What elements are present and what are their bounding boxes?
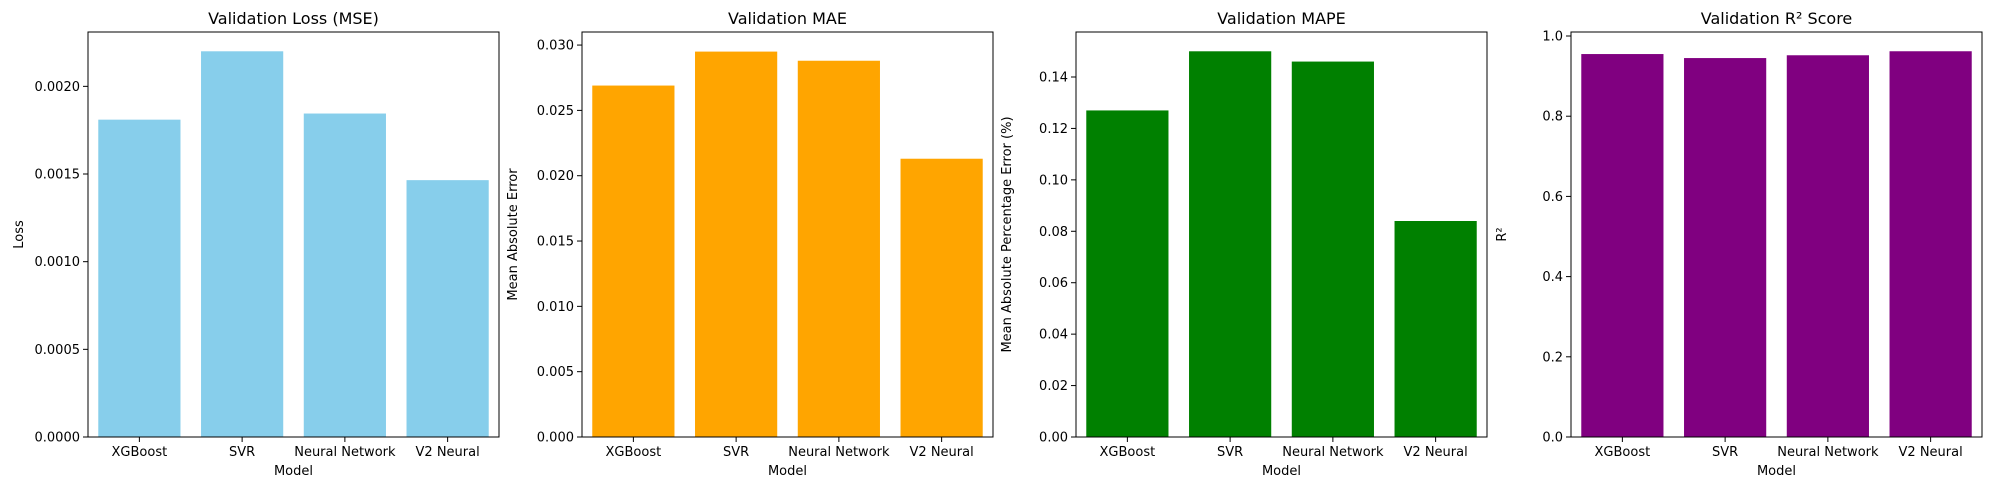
y-tick-label: 0.030 [537, 39, 574, 54]
chart-title: Validation R² Score [1701, 9, 1853, 28]
y-tick-label: 0.010 [537, 300, 574, 315]
y-tick-label: 0.0 [1542, 431, 1563, 446]
bar-svr [1684, 58, 1767, 438]
x-tick-label: XGBoost [1595, 445, 1651, 460]
x-tick-label: Neural Network [788, 445, 890, 460]
x-axis-label: Model [274, 464, 313, 479]
bar-neural-network [1291, 61, 1374, 437]
chart-panel-2: 0.000 0.005 0.010 0.015 0.020 0.025 0.030 XGBoo… [506, 9, 994, 479]
chart-title: Validation MAE [728, 9, 847, 28]
chart-panel-4: 0.0 0.2 0.4 0.6 0.8 1.0 XGBoost SVR Neural Netwo… [1495, 9, 1983, 479]
axes-frame [1075, 31, 1488, 438]
chart-title: Validation MAPE [1217, 9, 1346, 28]
x-tick-label: V2 Neural [1404, 445, 1468, 460]
chart-title: Validation Loss (MSE) [208, 9, 379, 28]
y-axis-label: Loss [12, 220, 27, 249]
x-tick-label: V2 Neural [1899, 445, 1963, 460]
chart-panel-1: 0.0000 0.0005 0.0010 0.0015 0.0020 XGBoost SVR… [12, 9, 500, 479]
bar-neural-network [303, 113, 386, 437]
x-tick-label: SVR [229, 445, 255, 460]
x-tick-label: Neural Network [1777, 445, 1879, 460]
x-tick-label: SVR [723, 445, 749, 460]
y-tick-label: 0.14 [1039, 71, 1068, 86]
y-tick-label: 0.04 [1039, 328, 1068, 343]
bar-svr [1189, 51, 1272, 437]
bar-v2-neural [1394, 221, 1477, 437]
x-axis-label: Model [1262, 464, 1301, 479]
bar-neural-network [797, 60, 880, 438]
x-tick-label: Neural Network [294, 445, 396, 460]
bar-svr [201, 51, 284, 437]
y-tick-label: 0.00 [1039, 431, 1068, 446]
y-tick-label: 0.0005 [35, 343, 81, 358]
axes-frame [1570, 31, 1983, 438]
y-tick-label: 0.0020 [35, 80, 81, 95]
x-tick-label: SVR [1712, 445, 1738, 460]
y-axis-label: Mean Absolute Error [506, 168, 521, 301]
chart-panel-3: 0.00 0.02 0.04 0.06 0.08 0.10 0.12 0.14 XGBoost S… [1000, 9, 1488, 479]
axes-frame [581, 31, 994, 438]
bar-v2-neural [1889, 51, 1972, 437]
y-tick-label: 0.10 [1039, 173, 1068, 188]
y-tick-label: 0.02 [1039, 379, 1068, 394]
y-tick-label: 0.000 [537, 431, 574, 446]
y-tick-label: 0.005 [537, 365, 574, 380]
bar-v2-neural [406, 180, 489, 437]
x-axis-label: Model [768, 464, 807, 479]
y-tick-label: 0.020 [537, 169, 574, 184]
y-tick-label: 0.2 [1542, 350, 1563, 365]
y-tick-label: 0.6 [1542, 190, 1563, 205]
y-tick-label: 0.0000 [35, 431, 81, 446]
x-tick-label: XGBoost [112, 445, 168, 460]
y-tick-label: 0.8 [1542, 110, 1563, 125]
y-tick-label: 1.0 [1542, 30, 1563, 45]
y-axis-label: Mean Absolute Percentage Error (%) [1000, 116, 1015, 352]
x-axis-label: Model [1757, 464, 1796, 479]
y-tick-label: 0.06 [1039, 276, 1068, 291]
bar-svr [695, 51, 778, 437]
x-tick-label: V2 Neural [416, 445, 480, 460]
y-tick-label: 0.025 [537, 104, 574, 119]
bar-xgboost [1086, 110, 1169, 438]
y-tick-label: 0.12 [1039, 122, 1068, 137]
x-tick-label: Neural Network [1282, 445, 1384, 460]
y-tick-label: 0.4 [1542, 270, 1563, 285]
y-tick-label: 0.0010 [35, 255, 81, 270]
x-tick-label: SVR [1217, 445, 1243, 460]
bar-v2-neural [900, 158, 983, 438]
y-tick-label: 0.0015 [35, 168, 81, 183]
x-tick-label: XGBoost [606, 445, 662, 460]
y-tick-label: 0.08 [1039, 225, 1068, 240]
x-tick-label: XGBoost [1100, 445, 1156, 460]
axes-frame [87, 31, 500, 438]
x-tick-label: V2 Neural [910, 445, 974, 460]
y-axis-label: R² [1495, 227, 1510, 241]
bar-xgboost [98, 119, 181, 437]
bar-xgboost [1581, 54, 1664, 438]
y-tick-label: 0.015 [537, 235, 574, 250]
bar-neural-network [1786, 55, 1869, 437]
bar-xgboost [592, 85, 675, 437]
